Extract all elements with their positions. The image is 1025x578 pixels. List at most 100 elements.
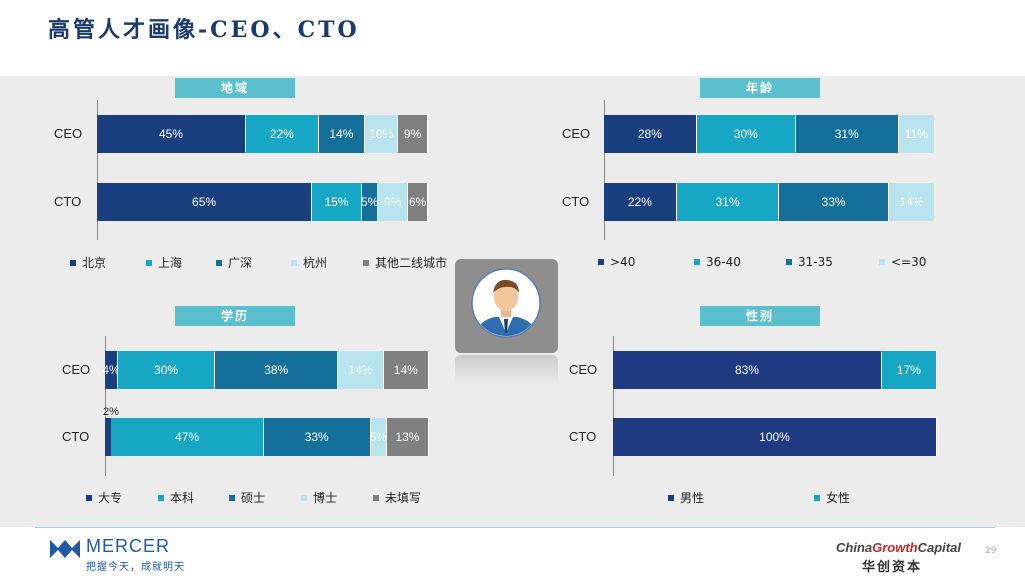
legend-label: <=30 bbox=[891, 255, 927, 269]
row-label: CTO bbox=[562, 194, 590, 209]
bar-segment: 14% bbox=[383, 351, 429, 389]
bar-segment: 5% bbox=[361, 183, 379, 221]
legend-swatch bbox=[301, 494, 307, 501]
legend-swatch bbox=[879, 259, 885, 265]
data-label: 22% bbox=[627, 195, 652, 209]
legend-swatch bbox=[598, 259, 604, 265]
legend-label: 北京 bbox=[82, 256, 107, 270]
data-label: 2% bbox=[103, 406, 119, 418]
bar-segment: 33% bbox=[263, 418, 371, 456]
bar-segment: 45% bbox=[97, 115, 246, 153]
data-label: 45% bbox=[158, 127, 183, 141]
data-label: 5% bbox=[369, 430, 387, 444]
axis-line bbox=[97, 100, 98, 240]
legend-item: 36-40 bbox=[694, 255, 741, 269]
legend-label: >40 bbox=[610, 255, 636, 269]
bar-segment: 28% bbox=[604, 115, 697, 153]
data-label: 10% bbox=[369, 127, 394, 141]
legend-item: 杭州 bbox=[291, 254, 327, 271]
bar-segment: 22% bbox=[604, 183, 677, 221]
legend-label: 36-40 bbox=[706, 255, 741, 269]
legend-swatch bbox=[146, 259, 152, 266]
bar-segment: 38% bbox=[215, 351, 339, 389]
bar-segment: 30% bbox=[696, 115, 796, 153]
legend-label: 本科 bbox=[170, 491, 195, 505]
legend-item: 北京 bbox=[70, 254, 106, 271]
bar-segment: 22% bbox=[245, 115, 319, 153]
data-label: 15% bbox=[324, 195, 349, 209]
row-label: CEO bbox=[62, 362, 91, 377]
data-label: 31% bbox=[715, 195, 740, 209]
partner-logo-right: Capital bbox=[917, 540, 961, 555]
bar-segment: 14% bbox=[888, 183, 935, 221]
legend-swatch bbox=[229, 494, 235, 501]
axis-line bbox=[613, 336, 614, 476]
legend-label: 上海 bbox=[158, 256, 183, 270]
row-label: CTO bbox=[62, 429, 90, 444]
partner-logo-left: China bbox=[836, 540, 873, 555]
bar-segment: 4% bbox=[102, 351, 120, 389]
legend-swatch bbox=[668, 494, 674, 501]
bar-segment: 100% bbox=[613, 418, 937, 456]
chart-title-education: 学历 bbox=[175, 306, 295, 326]
legend-label: 杭州 bbox=[303, 256, 328, 270]
data-label: 83% bbox=[734, 363, 759, 377]
bar-segment: 5% bbox=[369, 418, 387, 456]
row-label: CTO bbox=[54, 194, 82, 209]
chart-title-gender: 性别 bbox=[700, 306, 820, 326]
legend-label: 硕士 bbox=[241, 491, 266, 505]
data-label: 33% bbox=[304, 430, 329, 444]
legend-swatch bbox=[216, 259, 222, 266]
bar-segment: 83% bbox=[613, 351, 882, 389]
bar-segment: 9% bbox=[398, 115, 428, 153]
legend-item: 上海 bbox=[146, 254, 182, 271]
data-label: 9% bbox=[384, 195, 402, 209]
legend-swatch bbox=[291, 259, 297, 266]
page-title: 高管人才画像-CEO、CTO bbox=[48, 17, 360, 43]
data-label: 22% bbox=[269, 127, 294, 141]
data-label: 14% bbox=[348, 363, 373, 377]
legend: 大专 本科 硕士 博士 未填写 bbox=[86, 489, 466, 505]
data-label: 13% bbox=[395, 430, 420, 444]
legend-item: 未填写 bbox=[373, 489, 421, 506]
mercer-logo-icon bbox=[50, 540, 80, 558]
avatar-card bbox=[455, 259, 558, 353]
legend-swatch bbox=[86, 494, 92, 501]
legend-swatch bbox=[158, 494, 164, 501]
bar-segment: 13% bbox=[386, 418, 429, 456]
data-label: 38% bbox=[264, 363, 289, 377]
legend-item: 女性 bbox=[814, 489, 850, 506]
person-icon bbox=[471, 268, 541, 338]
bar-segment: 14% bbox=[338, 351, 384, 389]
legend-label: 其他二线城市 bbox=[375, 256, 448, 270]
legend-item: 博士 bbox=[301, 489, 337, 506]
legend: >40 36-40 31-35 <=30 bbox=[598, 255, 978, 271]
row-label: CTO bbox=[569, 429, 597, 444]
legend-item: 大专 bbox=[86, 489, 122, 506]
bar-segment: 11% bbox=[898, 115, 935, 153]
bar-segment: 47% bbox=[111, 418, 264, 456]
legend-item: 31-35 bbox=[786, 255, 833, 269]
row-label: CEO bbox=[569, 362, 598, 377]
bar-segment bbox=[105, 418, 112, 456]
legend-item: 硕士 bbox=[229, 489, 265, 506]
legend-swatch bbox=[694, 259, 700, 265]
legend-swatch bbox=[70, 259, 76, 266]
data-label: 14% bbox=[899, 195, 924, 209]
data-label: 14% bbox=[329, 127, 354, 141]
legend-label: 31-35 bbox=[798, 255, 833, 269]
data-label: 11% bbox=[904, 127, 928, 141]
data-label: 47% bbox=[175, 430, 200, 444]
legend-swatch bbox=[363, 259, 369, 266]
avatar-reflection bbox=[455, 355, 558, 385]
bar-segment: 6% bbox=[408, 183, 428, 221]
bar-segment: 10% bbox=[365, 115, 399, 153]
data-label: 100% bbox=[759, 430, 790, 444]
data-label: 6% bbox=[408, 195, 427, 209]
data-label: 17% bbox=[896, 363, 921, 377]
bar-segment: 9% bbox=[378, 183, 409, 221]
chart-title-age: 年龄 bbox=[700, 78, 820, 98]
bar-segment: 65% bbox=[97, 183, 313, 221]
legend-swatch bbox=[786, 259, 792, 265]
legend: 北京 上海 广深 杭州 其他二线城市 bbox=[70, 254, 450, 270]
